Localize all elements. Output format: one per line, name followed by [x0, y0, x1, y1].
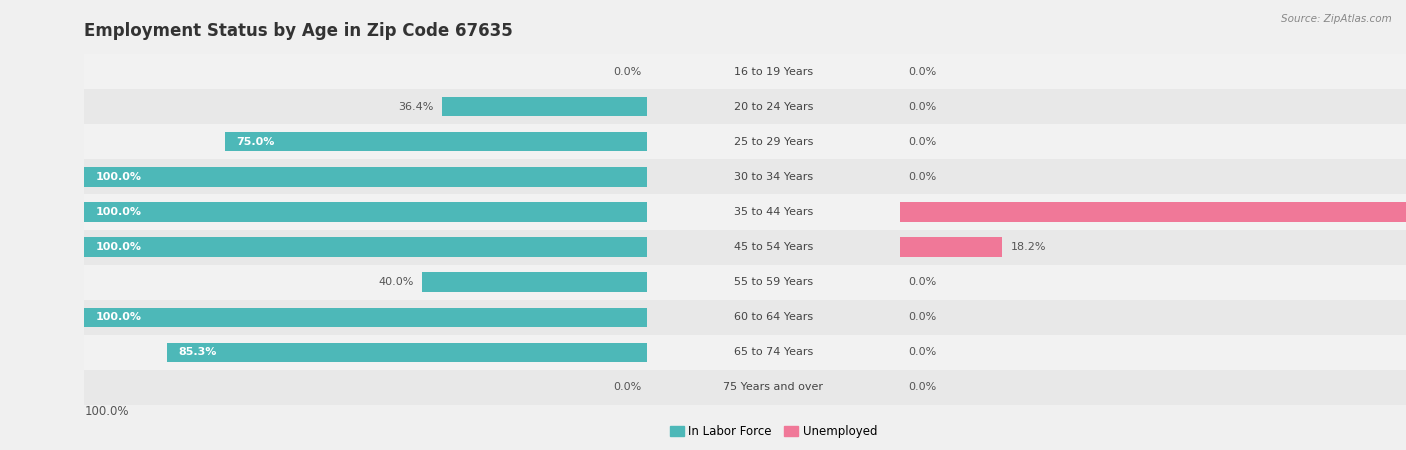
Bar: [0, 54, 1406, 89]
Text: 0.0%: 0.0%: [908, 172, 936, 182]
Bar: [0, 89, 1406, 124]
Bar: [0, 230, 1406, 265]
Bar: [0, 370, 1406, 405]
Text: 0.0%: 0.0%: [908, 102, 936, 112]
Bar: [0, 335, 1406, 370]
Text: 35 to 44 Years: 35 to 44 Years: [734, 207, 813, 217]
Bar: [225, 132, 647, 151]
Bar: [0, 89, 1406, 124]
Bar: [0, 265, 1406, 300]
Text: 0.0%: 0.0%: [908, 137, 936, 147]
Text: 100.0%: 100.0%: [96, 172, 142, 182]
Bar: [84, 202, 647, 221]
Bar: [0, 89, 1406, 124]
Text: 0.0%: 0.0%: [908, 312, 936, 322]
Text: 30 to 34 Years: 30 to 34 Years: [734, 172, 813, 182]
Bar: [0, 265, 1406, 300]
Text: 0.0%: 0.0%: [613, 382, 641, 392]
Bar: [0, 159, 1406, 194]
Bar: [0, 300, 1406, 335]
Text: 75.0%: 75.0%: [236, 137, 274, 147]
Bar: [0, 194, 1406, 230]
Text: 100.0%: 100.0%: [96, 207, 142, 217]
Bar: [0, 54, 1406, 89]
Bar: [0, 230, 1406, 265]
Bar: [0, 124, 1406, 159]
Text: 0.0%: 0.0%: [908, 277, 936, 287]
Text: 55 to 59 Years: 55 to 59 Years: [734, 277, 813, 287]
Text: 20 to 24 Years: 20 to 24 Years: [734, 102, 813, 112]
Text: 25 to 29 Years: 25 to 29 Years: [734, 137, 813, 147]
Bar: [0, 335, 1406, 370]
Text: 65 to 74 Years: 65 to 74 Years: [734, 347, 813, 357]
Text: 85.3%: 85.3%: [179, 347, 217, 357]
Bar: [0, 230, 1406, 265]
Text: Source: ZipAtlas.com: Source: ZipAtlas.com: [1281, 14, 1392, 23]
Bar: [0, 265, 1406, 300]
Bar: [0, 335, 1406, 370]
Bar: [84, 308, 647, 327]
Text: 0.0%: 0.0%: [908, 382, 936, 392]
Bar: [0, 124, 1406, 159]
Text: 0.0%: 0.0%: [908, 347, 936, 357]
Bar: [84, 167, 647, 186]
Text: 45 to 54 Years: 45 to 54 Years: [734, 242, 813, 252]
Bar: [0, 300, 1406, 335]
Bar: [167, 343, 647, 362]
Bar: [0, 370, 1406, 405]
Text: 100.0%: 100.0%: [96, 312, 142, 322]
Text: 100.0%: 100.0%: [96, 242, 142, 252]
Bar: [0, 124, 1406, 159]
Text: 16 to 19 Years: 16 to 19 Years: [734, 67, 813, 76]
Legend: In Labor Force, Unemployed: In Labor Force, Unemployed: [669, 425, 877, 438]
Bar: [0, 159, 1406, 194]
Bar: [0, 194, 1406, 230]
Text: 0.0%: 0.0%: [613, 67, 641, 76]
Bar: [0, 194, 1406, 230]
Bar: [900, 238, 1002, 256]
Text: Employment Status by Age in Zip Code 67635: Employment Status by Age in Zip Code 676…: [84, 22, 513, 40]
Bar: [422, 273, 647, 292]
Bar: [0, 54, 1406, 89]
Text: 0.0%: 0.0%: [908, 67, 936, 76]
Bar: [0, 159, 1406, 194]
Bar: [0, 300, 1406, 335]
Text: 36.4%: 36.4%: [398, 102, 433, 112]
Text: 100.0%: 100.0%: [84, 405, 129, 418]
Bar: [0, 370, 1406, 405]
Text: 75 Years and over: 75 Years and over: [723, 382, 824, 392]
Bar: [900, 202, 1406, 221]
Bar: [441, 97, 647, 116]
Text: 60 to 64 Years: 60 to 64 Years: [734, 312, 813, 322]
Text: 18.2%: 18.2%: [1011, 242, 1046, 252]
Text: 40.0%: 40.0%: [378, 277, 413, 287]
Bar: [84, 238, 647, 256]
